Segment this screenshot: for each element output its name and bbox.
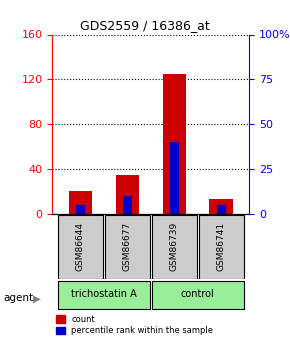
Text: GSM86677: GSM86677 [123, 222, 132, 271]
Bar [116, 175, 139, 214]
FancyBboxPatch shape [152, 215, 197, 279]
FancyBboxPatch shape [199, 215, 244, 279]
FancyBboxPatch shape [105, 215, 150, 279]
Text: GDS2559 / 16386_at: GDS2559 / 16386_at [80, 19, 210, 32]
Bar [76, 205, 85, 214]
FancyBboxPatch shape [58, 215, 103, 279]
FancyBboxPatch shape [152, 281, 244, 309]
Bar [170, 142, 179, 214]
Bar [69, 191, 92, 214]
Text: GSM86739: GSM86739 [170, 222, 179, 271]
Text: agent: agent [3, 294, 33, 303]
Text: GSM86741: GSM86741 [217, 222, 226, 271]
Text: trichostatin A: trichostatin A [71, 289, 137, 299]
FancyBboxPatch shape [58, 281, 150, 309]
Legend: count, percentile rank within the sample: count, percentile rank within the sample [56, 315, 213, 335]
Bar [209, 199, 233, 214]
Text: ▶: ▶ [33, 294, 41, 303]
Text: GSM86644: GSM86644 [76, 222, 85, 271]
Text: control: control [181, 289, 215, 299]
Bar [162, 74, 186, 214]
Bar [217, 205, 226, 214]
Bar [123, 196, 132, 214]
